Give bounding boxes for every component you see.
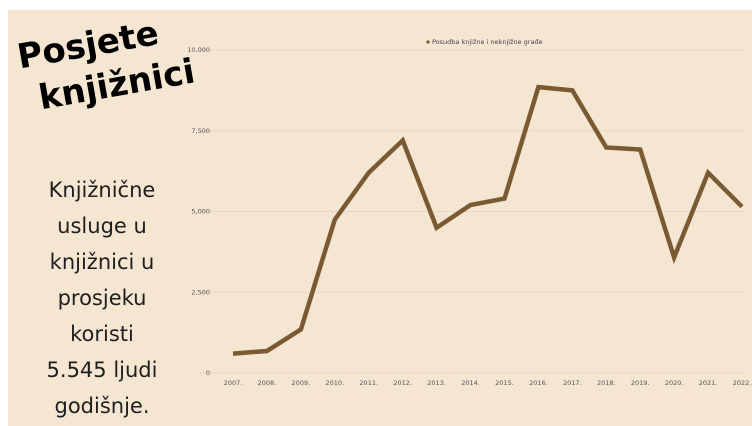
x-tick-label: 2010.	[325, 379, 344, 387]
y-tick-label: 10,000	[187, 46, 210, 54]
x-tick-label: 2018.	[597, 379, 616, 387]
description-line: godišnje.	[54, 394, 150, 418]
description-line: 5.545 ljudi	[46, 358, 158, 382]
description-line: koristi	[70, 322, 134, 346]
x-tick-label: 2019.	[631, 379, 650, 387]
x-tick-label: 2008.	[258, 379, 277, 387]
x-tick-label: 2013.	[427, 379, 446, 387]
y-axis-ticks: 0 2,500 5,000 7,500 10,000	[187, 46, 210, 377]
y-tick-label: 5,000	[191, 208, 210, 216]
series-line	[232, 84, 744, 356]
slide-background	[8, 10, 752, 426]
description-line: knjižnici u	[49, 250, 155, 274]
description-line: Knjižnične	[48, 178, 156, 202]
x-tick-label: 2017.	[563, 379, 582, 387]
x-axis-ticks: 2007. 2008. 2009. 2010. 2011. 2012. 2013. 2014.…	[224, 379, 752, 387]
x-tick-label: 2012.	[393, 379, 412, 387]
grid-lines	[200, 49, 744, 374]
description-line: prosjeku	[57, 286, 147, 310]
x-tick-label: 2009.	[292, 379, 311, 387]
series-layer	[232, 84, 744, 356]
y-tick-label: 7,500	[191, 127, 210, 135]
description-line: usluge u	[57, 214, 147, 238]
x-tick-label: 2015.	[495, 379, 514, 387]
x-tick-label: 2022.	[733, 379, 752, 387]
x-tick-label: 2014.	[461, 379, 480, 387]
legend-marker	[426, 40, 430, 44]
x-tick-label: 2007.	[224, 379, 243, 387]
x-tick-label: 2020.	[665, 379, 684, 387]
description-text: Knjižnične usluge u knjižnici u prosjeku…	[22, 172, 182, 424]
x-tick-label: 2021.	[699, 379, 718, 387]
y-tick-label: 0	[206, 369, 210, 377]
x-tick-label: 2011.	[359, 379, 378, 387]
legend-label: Posudba knjižne i neknjižne građe	[432, 38, 543, 46]
legend: Posudba knjižne i neknjižne građe	[426, 38, 543, 46]
x-tick-label: 2016.	[529, 379, 548, 387]
y-tick-label: 2,500	[191, 288, 210, 296]
